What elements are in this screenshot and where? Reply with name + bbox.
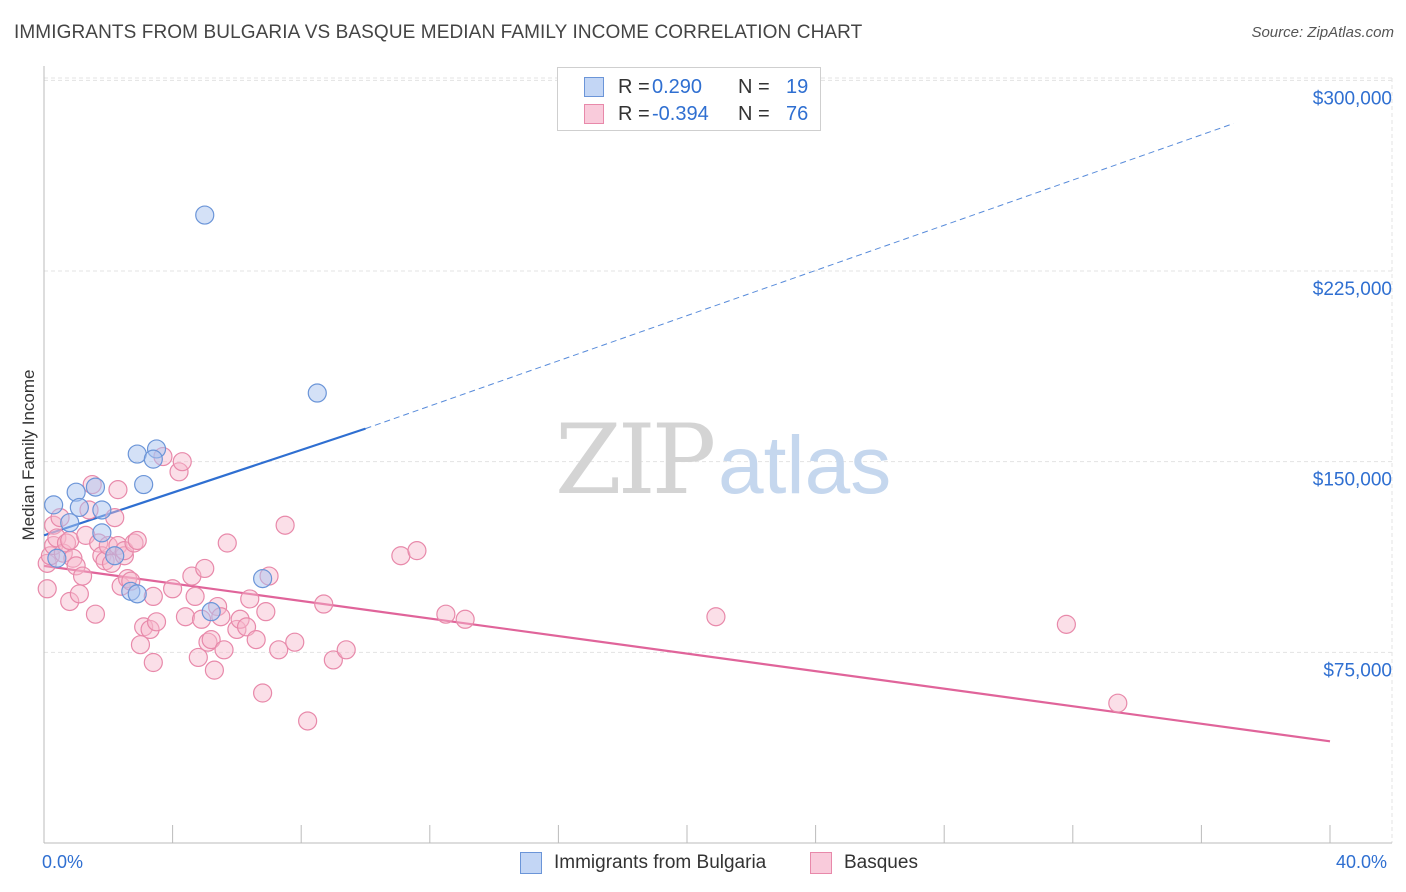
basques-point (146, 612, 167, 632)
basques-point (240, 589, 260, 609)
basques-point (1108, 693, 1128, 713)
legend-r-label: R = (618, 102, 650, 125)
bulgaria-point (44, 495, 64, 515)
basques-legend-label: Basques (844, 852, 918, 873)
basques-point (195, 558, 215, 579)
bottom-legend-basques[interactable]: Basques (810, 852, 918, 874)
basques-point (246, 630, 266, 650)
legend-r-label: R = (618, 75, 650, 98)
bulgaria-point (253, 569, 273, 589)
basques-point (253, 683, 273, 703)
bulgaria-point (307, 383, 327, 403)
basques-point (140, 619, 160, 640)
bulgaria-trend-extension (365, 123, 1234, 430)
bulgaria-point (60, 513, 80, 533)
bulgaria-point (85, 477, 106, 497)
basques-legend-swatch (810, 852, 832, 874)
basques-point (108, 480, 128, 500)
basques-point (204, 660, 224, 680)
bottom-legend-bulgaria[interactable]: Immigrants from Bulgaria (520, 852, 766, 874)
basques-point (188, 647, 208, 668)
basques-point (336, 640, 356, 660)
y-tick-label: $300,000 (1313, 88, 1392, 109)
basques-point (275, 515, 295, 535)
legend-r-value-bulgaria: 0.290 (652, 75, 703, 98)
bulgaria-swatch (584, 77, 604, 97)
y-axis-label: Median Family Income (19, 369, 38, 541)
bulgaria-point (127, 584, 147, 604)
watermark-atlas: atlas (718, 420, 891, 511)
y-tick-label: $225,000 (1313, 279, 1392, 300)
y-tick-label: $75,000 (1323, 660, 1392, 681)
source-label: Source: ZipAtlas.com (1251, 24, 1394, 41)
basques-point (127, 530, 147, 551)
bulgaria-points (44, 205, 327, 622)
basques-point (314, 594, 334, 614)
basques-point (60, 530, 80, 551)
basques-swatch (584, 104, 604, 124)
basques-point (60, 591, 80, 612)
basques-point (185, 586, 205, 607)
basques-point (143, 652, 163, 673)
basques-point (285, 632, 305, 652)
legend-r-value-basques: -0.394 (652, 102, 709, 125)
legend-n-label: N = (738, 75, 770, 98)
watermark-zip: ZIP (555, 404, 714, 516)
basques-point (236, 617, 257, 637)
basques-point (436, 604, 456, 624)
basques-point (455, 609, 475, 629)
bulgaria-point (127, 444, 147, 464)
basques-point (269, 640, 289, 660)
legend-n-value-bulgaria: 19 (786, 75, 809, 98)
basques-point (124, 533, 144, 553)
basques-point (323, 650, 343, 670)
basques-point (85, 604, 106, 624)
bulgaria-point (134, 474, 154, 495)
legend-n-value-basques: 76 (786, 102, 809, 125)
basques-point (72, 566, 93, 586)
basques-point (172, 452, 192, 472)
x-tick-label-max: 40.0% (1336, 852, 1388, 872)
legend-row-bulgaria: R = 0.290 N = 19 (584, 75, 808, 99)
x-tick-label-min: 0.0% (42, 852, 84, 872)
basques-point (1056, 614, 1076, 634)
y-tick-labels: $75,000 $150,000 $225,000 $300,000 (1313, 88, 1392, 681)
bulgaria-legend-label: Immigrants from Bulgaria (554, 852, 767, 873)
bulgaria-point (47, 548, 67, 568)
bulgaria-legend-swatch (520, 852, 542, 874)
legend-n-label: N = (738, 102, 770, 125)
basques-point (217, 533, 237, 553)
basques-point (175, 607, 196, 627)
basques-points (37, 446, 1128, 731)
basques-point (201, 630, 221, 650)
basques-point (706, 607, 726, 627)
basques-point (407, 541, 427, 561)
bulgaria-point (105, 546, 125, 566)
basques-point (214, 640, 234, 660)
bulgaria-point (92, 523, 112, 543)
basques-point (143, 586, 163, 607)
basques-point (230, 609, 250, 629)
basques-point (298, 711, 318, 731)
watermark: ZIP atlas (555, 404, 891, 516)
basques-trend-line (43, 564, 1331, 743)
axes (43, 66, 1392, 844)
basques-point (37, 579, 57, 599)
chart-title: IMMIGRANTS FROM BULGARIA VS BASQUE MEDIA… (14, 22, 863, 43)
bulgaria-point (201, 602, 221, 622)
basques-point (391, 546, 411, 566)
bulgaria-point (195, 205, 215, 225)
y-tick-label: $150,000 (1313, 470, 1392, 491)
basques-point (163, 579, 183, 599)
correlation-legend: R = 0.290 N = 19 R = -0.394 N = 76 (557, 67, 821, 131)
basques-point (256, 602, 276, 622)
basques-point (69, 584, 89, 604)
basques-point (66, 556, 86, 576)
bulgaria-point (143, 449, 163, 469)
legend-row-basques: R = -0.394 N = 76 (584, 102, 808, 126)
bulgaria-point (92, 500, 112, 520)
basques-point (198, 632, 218, 652)
bulgaria-point (69, 497, 89, 518)
